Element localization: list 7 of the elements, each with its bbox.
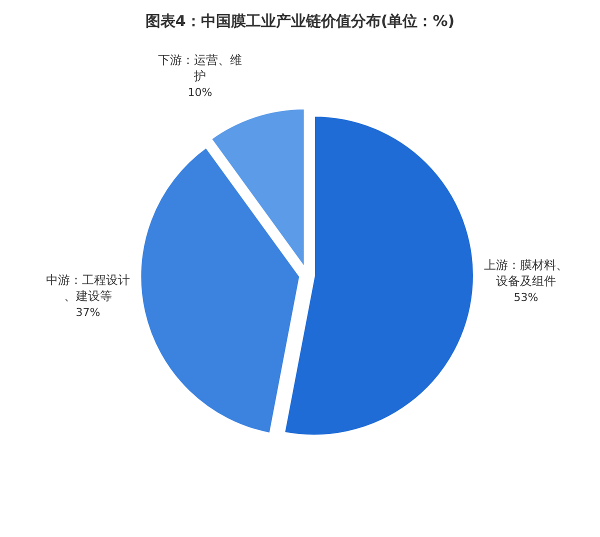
data-label: 37%	[76, 306, 100, 319]
slice-label: 上游：膜材料、设备及组件	[484, 258, 568, 288]
slice-label: 中游：工程设计、建设等	[46, 273, 130, 303]
data-label: 10%	[188, 86, 212, 99]
slice-label: 下游：运营、维护	[158, 53, 242, 83]
data-label: 53%	[514, 291, 538, 304]
chart-title: 图表4：中国膜工业产业链价值分布(单位：%)	[145, 12, 455, 30]
